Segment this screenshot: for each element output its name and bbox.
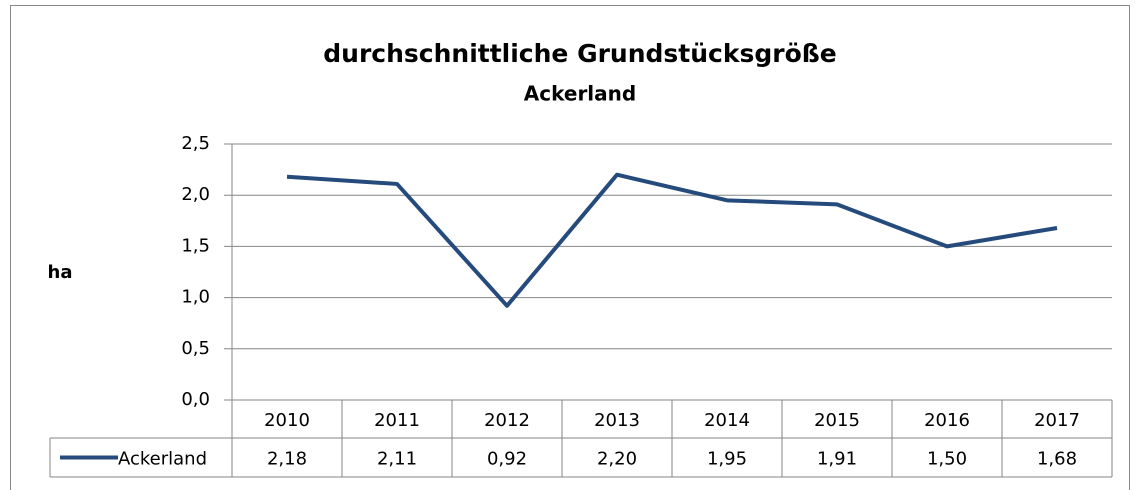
series-line xyxy=(286,172,1058,308)
x-tick-label: 2013 xyxy=(594,410,640,431)
chart-subtitle: Ackerland xyxy=(524,82,636,106)
x-tick-label: 2016 xyxy=(924,410,970,431)
table-value: 1,91 xyxy=(817,449,857,470)
y-tick-label: 1,0 xyxy=(181,287,210,308)
legend-label: Ackerland xyxy=(118,449,207,470)
x-tick-label: 2015 xyxy=(814,410,860,431)
table-value: 1,50 xyxy=(927,449,967,470)
y-axis-label: ha xyxy=(48,262,73,283)
table-value: 2,11 xyxy=(377,449,417,470)
table-value: 1,95 xyxy=(707,449,747,470)
table-value: 1,68 xyxy=(1037,449,1077,470)
y-tick-label: 2,5 xyxy=(181,133,210,154)
table-value: 2,20 xyxy=(597,449,637,470)
y-tick-label: 1,5 xyxy=(181,235,210,256)
table-value: 2,18 xyxy=(267,449,307,470)
x-tick-label: 2010 xyxy=(264,410,310,431)
x-tick-label: 2012 xyxy=(484,410,530,431)
table-value: 0,92 xyxy=(487,449,527,470)
x-tick-label: 2014 xyxy=(704,410,750,431)
y-tick-label: 2,0 xyxy=(181,184,210,205)
y-tick-label: 0,5 xyxy=(181,338,210,359)
chart-title: durchschnittliche Grundstücksgröße xyxy=(323,39,836,68)
x-tick-label: 2017 xyxy=(1034,410,1080,431)
x-tick-label: 2011 xyxy=(374,410,420,431)
chart-border xyxy=(10,5,1130,490)
y-tick-label: 0,0 xyxy=(181,389,210,410)
